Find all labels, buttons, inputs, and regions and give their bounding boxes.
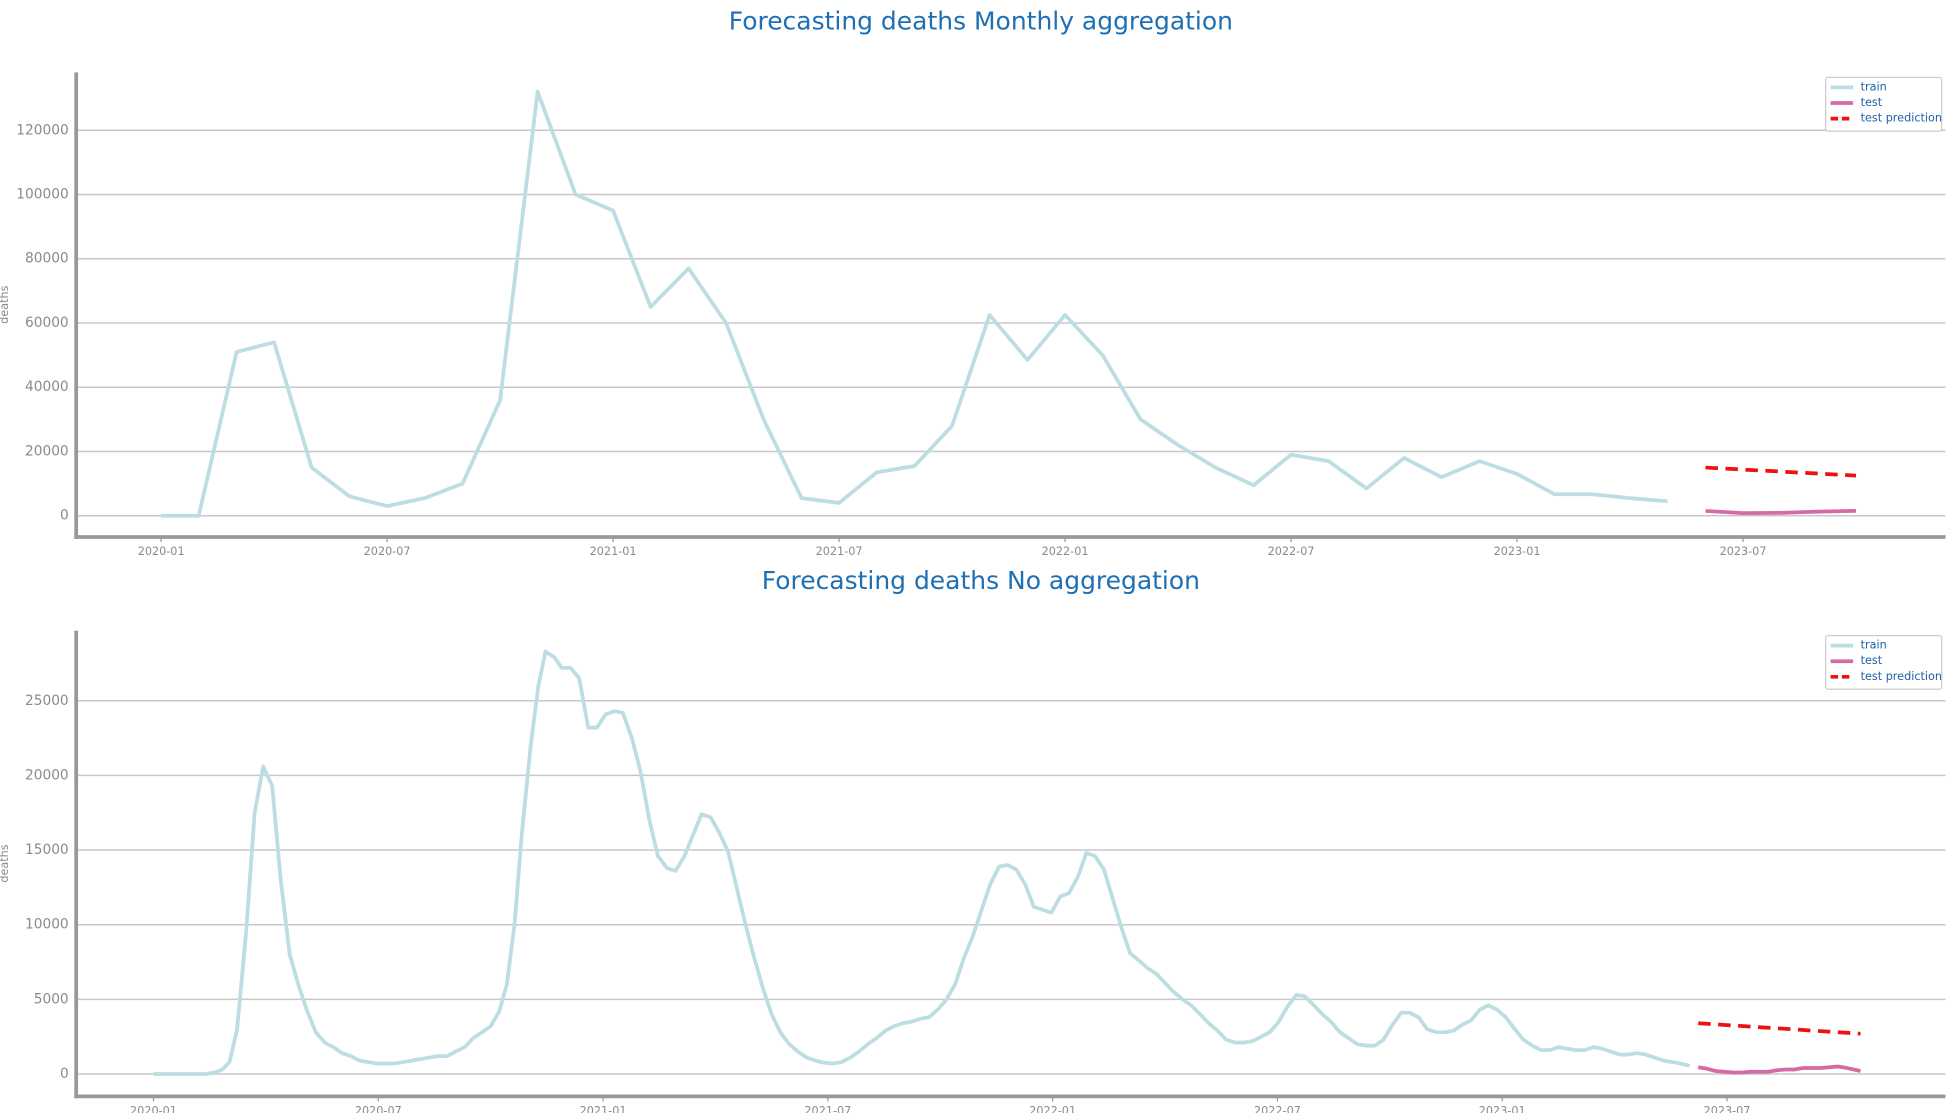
legend-label: test — [1861, 96, 1883, 109]
x-tick-label: 2022-01 — [1029, 1104, 1076, 1113]
y-tick-label: 0 — [60, 508, 69, 524]
x-tick-label: 2021-07 — [816, 545, 863, 558]
series-line — [153, 649, 1691, 1076]
y-axis-label: deaths — [0, 285, 11, 323]
legend-label: test prediction — [1861, 112, 1942, 125]
chart-title: Forecasting deaths Monthly aggregation — [729, 6, 1233, 35]
legend-label: train — [1861, 80, 1887, 93]
y-axis-label: deaths — [0, 844, 11, 882]
y-tick-label: 20000 — [25, 767, 69, 783]
x-tick-label: 2022-07 — [1268, 545, 1315, 558]
y-tick-label: 5000 — [34, 991, 69, 1007]
y-tick-label: 80000 — [25, 251, 69, 267]
series-line — [1705, 509, 1857, 516]
series-line — [1697, 1064, 1861, 1075]
x-tick-label: 2023-01 — [1479, 1104, 1526, 1113]
series-line — [161, 89, 1668, 518]
legend-box — [1825, 634, 1943, 690]
y-tick-label: 40000 — [25, 379, 69, 395]
y-tick-label: 60000 — [25, 315, 69, 331]
x-tick-label: 2020-01 — [138, 545, 185, 558]
x-tick-label: 2020-01 — [130, 1104, 177, 1113]
y-tick-label: 20000 — [25, 444, 69, 460]
x-tick-label: 2021-07 — [804, 1104, 851, 1113]
x-tick-label: 2021-01 — [590, 545, 637, 558]
x-tick-label: 2022-07 — [1254, 1104, 1301, 1113]
legend-label: train — [1861, 639, 1887, 652]
y-tick-label: 0 — [60, 1066, 69, 1082]
y-tick-label: 25000 — [25, 693, 69, 709]
y-tick-label: 100000 — [16, 187, 68, 203]
x-tick-label: 2023-07 — [1720, 545, 1767, 558]
series-line — [1705, 465, 1857, 478]
chart-title: Forecasting deaths No aggregation — [762, 566, 1200, 595]
y-tick-label: 10000 — [25, 917, 69, 933]
x-tick-label: 2020-07 — [364, 545, 411, 558]
legend-box — [1825, 76, 1943, 132]
x-tick-label: 2023-01 — [1494, 545, 1541, 558]
x-tick-label: 2020-07 — [355, 1104, 402, 1113]
y-tick-label: 120000 — [16, 122, 68, 138]
x-tick-label: 2023-07 — [1704, 1104, 1751, 1113]
x-tick-label: 2021-01 — [580, 1104, 627, 1113]
y-tick-label: 15000 — [25, 842, 69, 858]
series-line — [1698, 1021, 1861, 1036]
legend-label: test — [1861, 654, 1883, 667]
legend-label: test prediction — [1861, 670, 1942, 683]
x-tick-label: 2022-01 — [1042, 545, 1089, 558]
